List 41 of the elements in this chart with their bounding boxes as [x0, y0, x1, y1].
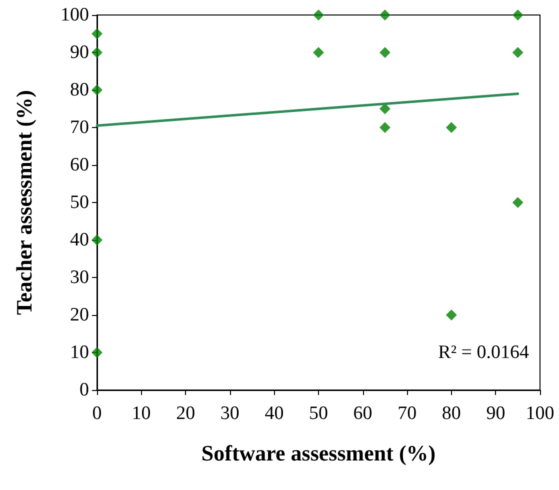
point [446, 310, 457, 320]
point [379, 47, 390, 58]
point [446, 122, 457, 133]
x-tick-label: 90 [486, 403, 506, 424]
point [379, 122, 390, 133]
y-tick-label: 70 [70, 117, 89, 138]
x-tick-label: 80 [442, 403, 461, 424]
y-tick-label: 50 [70, 192, 89, 213]
point [92, 234, 102, 246]
point [379, 103, 390, 114]
point [512, 47, 524, 58]
point [92, 347, 102, 358]
x-tick-label: 60 [353, 403, 372, 424]
point [512, 197, 524, 208]
y-tick-label: 10 [70, 342, 89, 363]
x-tick-label: 40 [264, 403, 284, 424]
x-tick-label: 20 [176, 403, 196, 424]
point [512, 10, 524, 20]
x-tick-label: 10 [132, 403, 151, 424]
point [92, 28, 102, 40]
x-tick-label: 70 [398, 403, 417, 424]
point [313, 47, 324, 58]
y-tick-label: 30 [70, 267, 89, 288]
point [92, 47, 102, 58]
y-tick-label: 80 [70, 80, 89, 100]
x-tick-label: 0 [92, 403, 102, 424]
y-tick-label: 100 [60, 4, 89, 26]
y-tick-label: 20 [70, 304, 89, 326]
y-tick-label: 0 [80, 380, 89, 400]
y-tick-label: 60 [70, 154, 89, 176]
annotation: R² = 0.0164 [438, 342, 530, 363]
y-axis-title: Teacher assessment (%) [12, 90, 36, 315]
point [313, 10, 324, 20]
y-tick-label: 40 [70, 230, 89, 250]
point [379, 10, 390, 20]
y-tick-label: 90 [70, 42, 89, 63]
x-axis-title: Software assessment (%) [201, 440, 436, 466]
x-tick-label: 100 [526, 403, 554, 424]
x-tick-label: 30 [220, 403, 240, 424]
point [92, 84, 102, 96]
x-tick-label: 50 [309, 403, 328, 424]
